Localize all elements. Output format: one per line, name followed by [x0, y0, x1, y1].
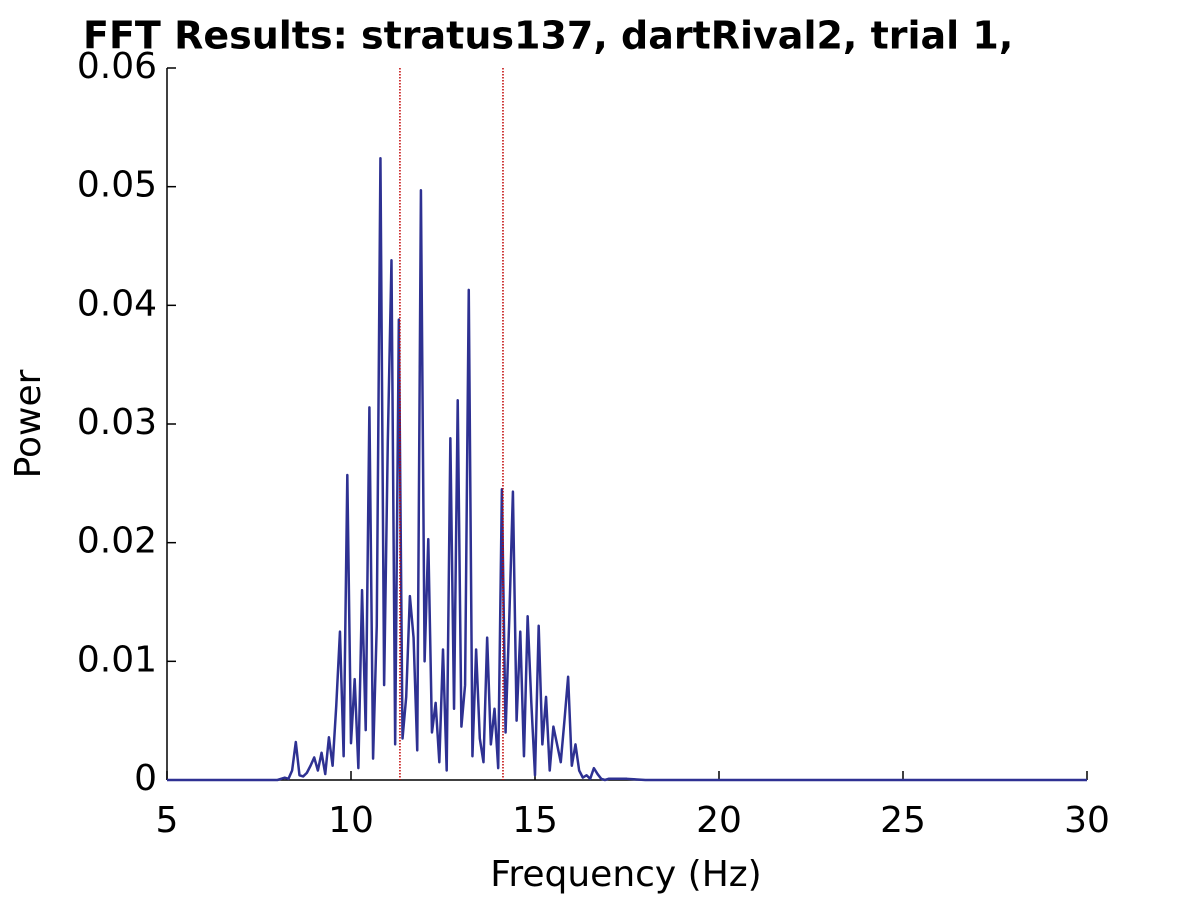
chart-title: FFT Results: stratus137, dartRival2, tri…	[83, 14, 1013, 58]
y-tick-label: 0.01	[77, 639, 157, 680]
x-tick-label: 10	[328, 800, 374, 841]
data-line	[167, 156, 1087, 782]
y-axis-label: Power	[8, 369, 49, 478]
y-tick-label: 0.05	[77, 165, 157, 206]
y-tick-label: 0.04	[77, 283, 157, 324]
x-tick-label: 15	[512, 800, 558, 841]
y-tick-label: 0.06	[77, 46, 157, 87]
y-tick-label: 0.03	[77, 402, 157, 443]
y-tick-label: 0	[134, 758, 157, 799]
x-axis-label: Frequency (Hz)	[490, 854, 761, 895]
x-tick-label: 25	[880, 800, 926, 841]
x-tick-label: 5	[156, 800, 179, 841]
x-tick-label: 20	[696, 800, 742, 841]
y-tick-label: 0.02	[77, 521, 157, 562]
x-tick-label: 30	[1064, 800, 1110, 841]
